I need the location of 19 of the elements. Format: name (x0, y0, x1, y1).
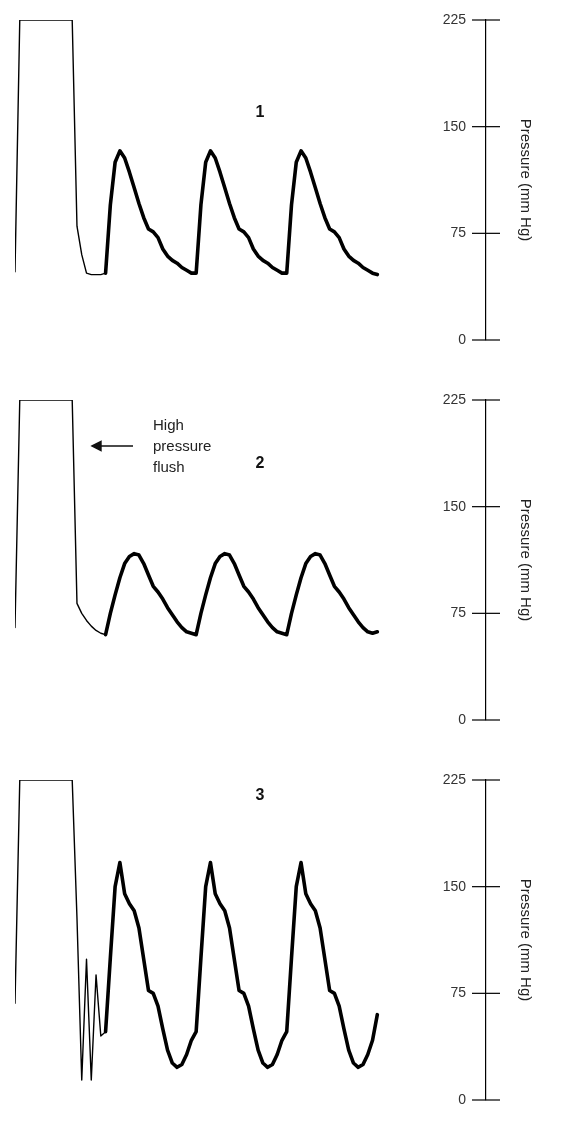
y-tick-label: 75 (450, 984, 467, 1001)
text: 2 (255, 454, 265, 472)
y-tick-label: 0 (458, 1090, 467, 1107)
y-tick-label: 225 (442, 770, 467, 787)
y-tick-label: 150 (442, 497, 467, 514)
y-axis-title: Pressure (mm Hg) (517, 498, 535, 622)
y-tick-label: 0 (458, 710, 467, 727)
text: 3 (255, 786, 265, 804)
annotation: High pressure flush (153, 415, 213, 477)
y-tick-label: 150 (442, 117, 467, 134)
y-tick-label: 75 (450, 604, 467, 621)
y-tick-label: 225 (442, 10, 467, 27)
text: 1 (255, 103, 265, 121)
y-axis-title: Pressure (mm Hg) (517, 878, 535, 1002)
y-tick-label: 225 (442, 390, 467, 407)
y-tick-label: 75 (450, 224, 467, 241)
y-tick-label: 0 (458, 330, 467, 347)
y-axis-title: Pressure (mm Hg) (517, 118, 535, 242)
y-tick-label: 150 (442, 877, 467, 894)
